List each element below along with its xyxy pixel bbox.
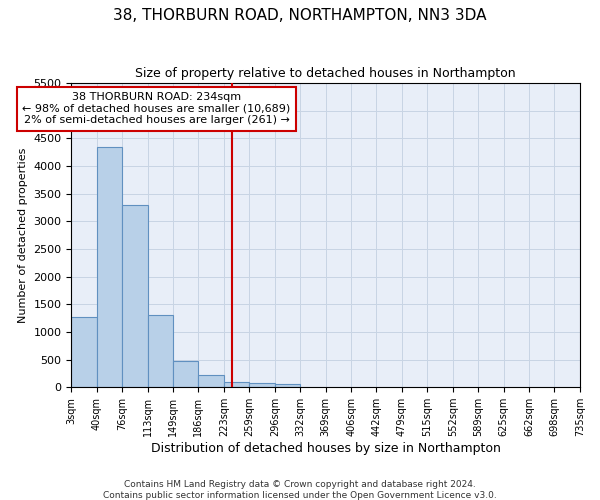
Title: Size of property relative to detached houses in Northampton: Size of property relative to detached ho… bbox=[135, 68, 516, 80]
Bar bbox=[71, 316, 97, 387]
Bar bbox=[249, 383, 275, 387]
Bar bbox=[173, 360, 199, 387]
Bar bbox=[199, 374, 224, 387]
Bar bbox=[275, 384, 300, 387]
X-axis label: Distribution of detached houses by size in Northampton: Distribution of detached houses by size … bbox=[151, 442, 500, 455]
Bar bbox=[224, 382, 249, 387]
Text: Contains HM Land Registry data © Crown copyright and database right 2024.
Contai: Contains HM Land Registry data © Crown c… bbox=[103, 480, 497, 500]
Bar bbox=[148, 316, 173, 387]
Text: 38, THORBURN ROAD, NORTHAMPTON, NN3 3DA: 38, THORBURN ROAD, NORTHAMPTON, NN3 3DA bbox=[113, 8, 487, 22]
Bar bbox=[97, 146, 122, 387]
Text: 38 THORBURN ROAD: 234sqm
← 98% of detached houses are smaller (10,689)
2% of sem: 38 THORBURN ROAD: 234sqm ← 98% of detach… bbox=[22, 92, 290, 126]
Y-axis label: Number of detached properties: Number of detached properties bbox=[18, 148, 28, 323]
Bar bbox=[122, 204, 148, 387]
